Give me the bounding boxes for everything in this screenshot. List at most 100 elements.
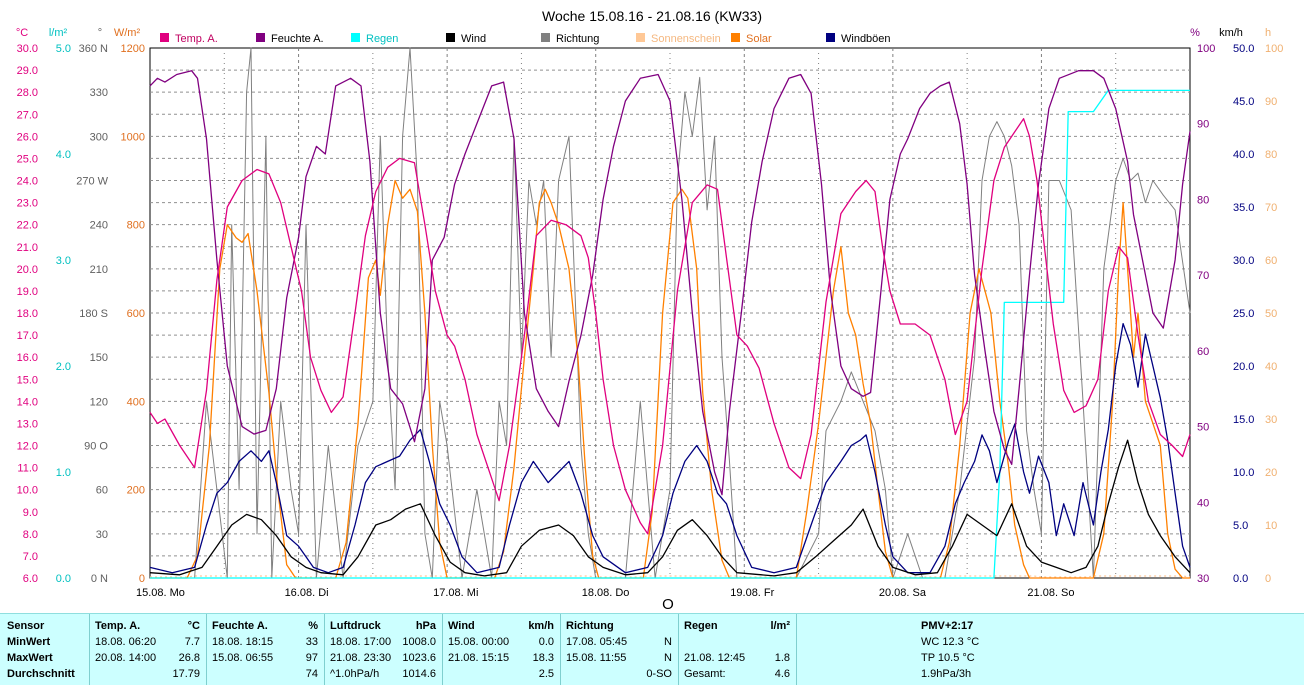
press-min-value: 1008.0	[402, 636, 436, 648]
temp-axis-tick-label: 24.0	[17, 176, 38, 188]
direction-axis-tick-label: 30	[96, 529, 108, 541]
legend-swatch	[541, 33, 550, 42]
direction-axis-tick-label: 330	[90, 87, 108, 99]
temp-min-value: 7.7	[184, 636, 200, 648]
temp-axis-tick-label: 30.0	[17, 43, 38, 55]
direction-axis-tick-label: 300	[90, 131, 108, 143]
humidity-axis-tick-label: 30	[1197, 573, 1209, 585]
temp-axis-tick-label: 29.0	[17, 65, 38, 77]
temp-axis-tick-label: 9.0	[23, 507, 38, 519]
wind-axis-tick-label: 45.0	[1233, 96, 1254, 108]
wind-min-value: 0.0	[538, 636, 554, 648]
temp-axis-tick-label: 13.0	[17, 418, 38, 430]
legend-label: Temp. A.	[175, 33, 218, 45]
x-day-label: 21.08. So	[1027, 587, 1074, 599]
temp-axis-tick-label: 26.0	[17, 131, 38, 143]
temp-avg-value: 17.79	[172, 668, 200, 680]
chart-axes: 6.0 7.0 8.0 9.0 10.0 11.0 12.0 13.0 14.0 15.0 16.0…	[16, 27, 1284, 585]
axis-unit-label: l/m²	[49, 27, 68, 39]
stats-header-humidity: Feuchte A.	[212, 620, 268, 632]
rain-axis-tick-label: 1.0	[56, 467, 71, 479]
row-label-avg: Durchschnitt	[7, 668, 75, 680]
pmv-dewpoint: TP 10.5 °C	[921, 652, 975, 664]
series-line-rain	[150, 89, 1190, 579]
rain-max-value: 1.8	[774, 652, 790, 664]
sunshine-axis-tick-label: 30	[1265, 414, 1277, 426]
legend-swatch	[351, 33, 360, 42]
temp-axis-tick-label: 8.0	[23, 529, 38, 541]
direction-axis-tick-label: 150	[90, 352, 108, 364]
humidity-axis-tick-label: 80	[1197, 194, 1209, 206]
solar-axis-tick-label: 0	[139, 573, 145, 585]
wind-avg-value: 2.5	[538, 668, 554, 680]
legend-swatch	[256, 33, 265, 42]
temp-axis-tick-label: 21.0	[17, 242, 38, 254]
press-min-time: 18.08. 17:00	[330, 636, 392, 648]
dir-max-time: 15.08. 11:55	[566, 652, 627, 664]
solar-axis-tick-label: 600	[127, 308, 145, 320]
dir-max-value: N	[664, 652, 672, 664]
direction-axis-tick-label: 210	[90, 264, 108, 276]
legend-swatch	[636, 33, 645, 42]
sunshine-axis-tick-label: 70	[1265, 202, 1277, 214]
solar-axis-tick-label: 800	[127, 220, 145, 232]
humidity-axis-tick-label: 70	[1197, 270, 1209, 282]
rain-total-value: 4.6	[774, 668, 790, 680]
temp-axis-tick-label: 10.0	[17, 485, 38, 497]
legend-swatch	[826, 33, 835, 42]
direction-axis-tick-label: 60	[96, 485, 108, 497]
stats-header-rain: Regen	[684, 620, 718, 632]
temp-axis-tick-label: 28.0	[17, 87, 38, 99]
rain-axis-tick-label: 3.0	[56, 255, 71, 267]
press-max-value: 1023.6	[402, 652, 436, 664]
wind-axis-tick-label: 10.0	[1233, 467, 1254, 479]
stats-col-rain: Regen l/m² 21.08. 12:45 1.8 Gesamt: 4.6	[678, 614, 796, 685]
sunshine-axis-tick-label: 80	[1265, 149, 1277, 161]
sunshine-axis-tick-label: 40	[1265, 361, 1277, 373]
chart-legend: Temp. A. Feuchte A. Regen Wind Richtung Sonne…	[160, 33, 891, 45]
wind-axis-tick-label: 35.0	[1233, 202, 1254, 214]
temp-axis-tick-label: 15.0	[17, 374, 38, 386]
legend-label: Solar	[746, 33, 772, 45]
row-label-max: MaxWert	[7, 652, 53, 664]
stats-header-pmv: PMV+2:17	[921, 620, 974, 632]
legend-label: Sonnenschein	[651, 33, 721, 45]
wind-axis-tick-label: 50.0	[1233, 43, 1254, 55]
wind-axis-tick-label: 5.0	[1233, 520, 1248, 532]
wind-min-time: 15.08. 00:00	[448, 636, 510, 648]
direction-axis-tick-label: 120	[90, 396, 108, 408]
press-trend: ^1.0hPa/h	[330, 668, 380, 680]
legend-label: Windböen	[841, 33, 891, 45]
row-label-min: MinWert	[7, 636, 51, 648]
temp-max-time: 20.08. 14:00	[95, 652, 157, 664]
hum-min-time: 18.08. 18:15	[212, 636, 274, 648]
wind-max-value: 18.3	[532, 652, 554, 664]
temp-axis-tick-label: 11.0	[17, 463, 38, 475]
direction-axis-tick-label: 90 O	[84, 441, 108, 453]
hum-min-value: 33	[305, 636, 318, 648]
sunshine-axis-tick-label: 50	[1265, 308, 1277, 320]
humidity-axis-tick-label: 60	[1197, 346, 1209, 358]
direction-axis-tick-label: 0 N	[91, 573, 108, 585]
temp-axis-tick-label: 22.0	[17, 220, 38, 232]
legend-swatch	[731, 33, 740, 42]
sunshine-axis-tick-label: 100	[1265, 43, 1283, 55]
wind-axis-tick-label: 30.0	[1233, 255, 1254, 267]
stats-col-pmv: PMV+2:17 WC 12.3 °C TP 10.5 °C 1.9hPa/3h	[796, 614, 1304, 685]
wind-axis-tick-label: 15.0	[1233, 414, 1254, 426]
stats-header-wind: Wind	[448, 620, 475, 632]
direction-axis-tick-label: 240	[90, 220, 108, 232]
rain-axis-tick-label: 4.0	[56, 149, 71, 161]
series-line-wind	[149, 439, 1191, 577]
stats-header-pressure: Luftdruck	[330, 620, 381, 632]
series-line-solar	[150, 179, 1190, 579]
temp-max-value: 26.8	[178, 652, 200, 664]
stats-col-temp: Temp. A. °C 18.08. 06:20 7.7 20.08. 14:00 2…	[89, 614, 206, 685]
stats-col-sensor: Sensor MinWert MaxWert Durchschnitt	[0, 614, 88, 685]
x-day-label: 17.08. Mi	[433, 587, 478, 599]
stats-col-direction: Richtung 17.08. 05:45 N 15.08. 11:55 N 0-S…	[560, 614, 678, 685]
sunshine-axis-tick-label: 10	[1265, 520, 1277, 532]
legend-label: Wind	[461, 33, 486, 45]
bottom-marker: O	[662, 596, 674, 613]
sunshine-axis-tick-label: 90	[1265, 96, 1277, 108]
